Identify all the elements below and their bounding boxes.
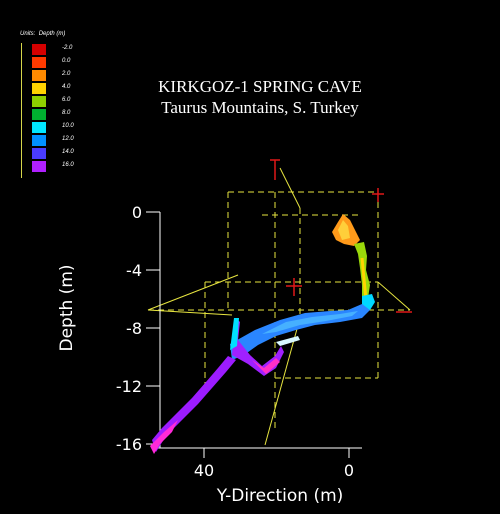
side-loop-magenta bbox=[252, 358, 280, 374]
depth-tick-4: -16 bbox=[116, 435, 142, 454]
legend-label: 10.0 bbox=[62, 123, 74, 129]
axis-markers bbox=[270, 159, 412, 313]
legend-swatch bbox=[32, 122, 46, 133]
legend-label: 0.0 bbox=[62, 58, 71, 64]
junction-highlight bbox=[276, 336, 300, 346]
legend-swatch bbox=[32, 161, 46, 172]
depth-tick-0: 0 bbox=[132, 203, 142, 222]
legend-header: Units: Depth (m) bbox=[20, 31, 65, 37]
legend-label: -2.0 bbox=[62, 45, 73, 51]
depth-tick-3: -12 bbox=[116, 377, 142, 396]
depth-tick-2: -8 bbox=[126, 319, 142, 338]
legend-swatch bbox=[32, 109, 46, 120]
legend-swatch bbox=[32, 135, 46, 146]
legend-swatch bbox=[32, 96, 46, 107]
legend-label: 4.0 bbox=[62, 84, 71, 90]
bounding-box bbox=[148, 191, 410, 430]
legend-label: 16.0 bbox=[62, 162, 74, 168]
depth-axis: 0 -4 -8 -12 -16 Depth (m) bbox=[57, 203, 161, 454]
legend-label: 14.0 bbox=[62, 149, 74, 155]
cave-passage bbox=[150, 214, 375, 454]
depth-tick-1: -4 bbox=[126, 261, 142, 280]
main-passage-detail bbox=[262, 311, 358, 334]
lower-passage-magenta bbox=[150, 420, 178, 454]
y-axis-title: Y-Direction (m) bbox=[216, 486, 344, 506]
legend-bar bbox=[21, 43, 22, 178]
legend-label: 2.0 bbox=[62, 71, 71, 77]
side-loop bbox=[232, 318, 284, 376]
legend-swatch bbox=[32, 57, 46, 68]
depth-legend: Units: Depth (m) -2.0 0.0 2.0 4.0 6.0 8.0 10.0… bbox=[18, 28, 98, 178]
legend-swatch bbox=[32, 83, 46, 94]
entrance-chamber-highlight bbox=[338, 220, 350, 240]
legend-swatch bbox=[32, 44, 46, 55]
legend-quantity-label: Depth (m) bbox=[38, 31, 66, 37]
y-tick-0: 40 bbox=[194, 461, 214, 480]
y-tick-1: 0 bbox=[344, 461, 354, 480]
side-loop-cyan bbox=[230, 318, 239, 350]
legend-units-label: Units: bbox=[20, 31, 36, 37]
legend-label: 8.0 bbox=[62, 110, 71, 116]
legend-swatch bbox=[32, 148, 46, 159]
legend-label: 12.0 bbox=[62, 136, 74, 142]
legend-swatch bbox=[32, 70, 46, 81]
depth-axis-title: Depth (m) bbox=[57, 264, 77, 351]
legend-label: 6.0 bbox=[62, 97, 71, 103]
page-subtitle: Taurus Mountains, S. Turkey bbox=[161, 98, 359, 117]
page-title: KIRKGOZ-1 SPRING CAVE bbox=[158, 77, 362, 96]
shaft-highlight bbox=[360, 257, 368, 301]
y-direction-axis: 40 0 Y-Direction (m) bbox=[154, 447, 362, 506]
